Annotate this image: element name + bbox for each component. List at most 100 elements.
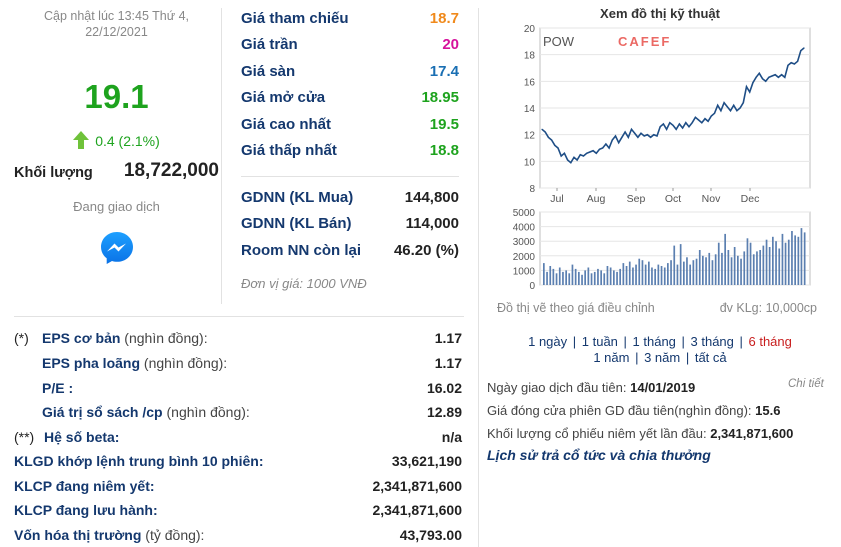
volume-bar (800, 228, 803, 285)
price-row-open: Giá mở cửa 18.95 (241, 89, 459, 111)
price-point (768, 76, 770, 78)
price-point (576, 159, 578, 161)
volume-bar (689, 264, 691, 285)
volume-bar (711, 260, 714, 285)
financial-label: Vốn hóa thị trường (tỷ đồng): (14, 527, 204, 543)
volume-bar (616, 271, 618, 285)
price-x-tick: Sep (627, 193, 646, 205)
financial-row: Giá trị sổ sách /cp (nghìn đồng): 12.89 (14, 404, 462, 426)
price-x-tick: Jul (550, 193, 563, 205)
financial-value: n/a (441, 429, 462, 445)
volume-bar (781, 233, 784, 285)
range-option[interactable]: 1 ngày (528, 334, 568, 349)
volume-bar (613, 270, 615, 285)
volume-bar (641, 260, 644, 285)
chart-title[interactable]: Xem đồ thị kỹ thuật (600, 6, 720, 21)
price-point (557, 147, 559, 149)
dividend-history-link[interactable]: Lịch sử trả cổ tức và chia thưởng (487, 447, 711, 463)
volume-bar (743, 251, 746, 285)
volume-bar (762, 245, 765, 285)
price-row-high: Giá cao nhất 19.5 (241, 116, 459, 138)
volume-bar (791, 231, 793, 285)
price-row-ceiling: Giá trần 20 (241, 36, 459, 58)
price-point (717, 104, 719, 106)
volume-bar (775, 241, 777, 285)
price-point (551, 139, 553, 141)
price-row-floor: Giá sàn 17.4 (241, 63, 459, 85)
column-divider (221, 8, 222, 304)
price-point (662, 123, 664, 125)
volume-bar (578, 271, 580, 285)
volume-bar (676, 264, 679, 285)
technical-chart[interactable]: 8 10 12 14 16 18 20 Jul Aug Sep Oct Nov Dec POW CAFEF 0… (490, 22, 830, 294)
price-point (634, 132, 636, 134)
price-point (729, 110, 732, 112)
foreign-label: GDNN (KL Mua) (241, 189, 354, 206)
price-point (605, 143, 607, 145)
volume-bar (648, 261, 650, 285)
range-option[interactable]: 1 năm (593, 350, 630, 365)
range-option[interactable]: 1 tuần (581, 334, 618, 349)
price-point (793, 63, 795, 65)
price-x-tick: Oct (665, 193, 681, 205)
range-option[interactable]: 6 tháng (748, 334, 792, 349)
price-point (800, 50, 802, 52)
financial-value: 16.02 (426, 380, 462, 396)
price-point (589, 151, 591, 153)
price-point (694, 116, 696, 118)
financial-label-main: Vốn hóa thị trường (14, 527, 142, 543)
volume-bar (749, 242, 752, 285)
financial-value: 2,341,871,600 (372, 478, 462, 494)
detail-link[interactable]: Chi tiết (788, 378, 824, 390)
volume-bar (562, 271, 564, 285)
range-option[interactable]: 1 tháng (632, 334, 676, 349)
financial-row: KLGD khớp lệnh trung bình 10 phiên: 33,62… (14, 453, 462, 475)
range-option[interactable]: 3 năm (644, 350, 681, 365)
volume-bar (625, 266, 628, 285)
price-point (621, 136, 623, 138)
price-point (726, 106, 728, 108)
volume-bar (705, 257, 707, 285)
price-change-value: 0.4 (2.1%) (95, 133, 160, 149)
volume-bar (740, 258, 742, 285)
volume-bar (772, 236, 774, 285)
volume-bar (549, 266, 552, 285)
volume-bar (587, 267, 590, 285)
volume-bar (632, 267, 634, 285)
price-point (554, 144, 556, 146)
range-option[interactable]: tất cả (694, 350, 727, 365)
price-point (758, 72, 760, 74)
price-point (698, 119, 700, 121)
financial-label: KLGD khớp lệnh trung bình 10 phiên: (14, 453, 264, 469)
foreign-value: 144,800 (404, 189, 459, 206)
volume-bar (759, 250, 761, 285)
volume-bar (555, 273, 558, 285)
price-point (688, 126, 690, 128)
arrow-up-icon (73, 131, 90, 152)
volume-bar (619, 268, 621, 285)
financial-label-main: EPS pha loãng (42, 355, 141, 371)
volume-bar (794, 235, 796, 285)
financial-label-main: Giá trị sổ sách /cp (42, 404, 163, 420)
price-point (784, 76, 786, 78)
range-option[interactable]: 3 tháng (690, 334, 734, 349)
financial-value: 33,621,190 (391, 453, 462, 469)
update-time: Cập nhật lúc 13:45 Thứ 4, (43, 9, 190, 23)
volume-bar (727, 250, 730, 285)
financial-label: P/E : (42, 380, 73, 396)
volume-bar (568, 273, 571, 285)
volume-bar (679, 244, 682, 285)
volume-bar (686, 257, 688, 285)
volume-bar (670, 260, 672, 285)
messenger-icon[interactable] (99, 230, 135, 266)
price-point (685, 122, 687, 124)
section-divider (14, 316, 464, 317)
price-label: Giá mở cửa (241, 89, 326, 106)
financial-row: KLCP đang lưu hành: 2,341,871,600 (14, 502, 462, 524)
price-point (630, 128, 633, 130)
price-point (752, 82, 754, 84)
chart-note-unit: đv KLg: 10,000cp (719, 301, 817, 315)
volume-bar (654, 268, 656, 285)
price-point (797, 60, 799, 62)
price-y-tick: 20 (524, 24, 536, 35)
